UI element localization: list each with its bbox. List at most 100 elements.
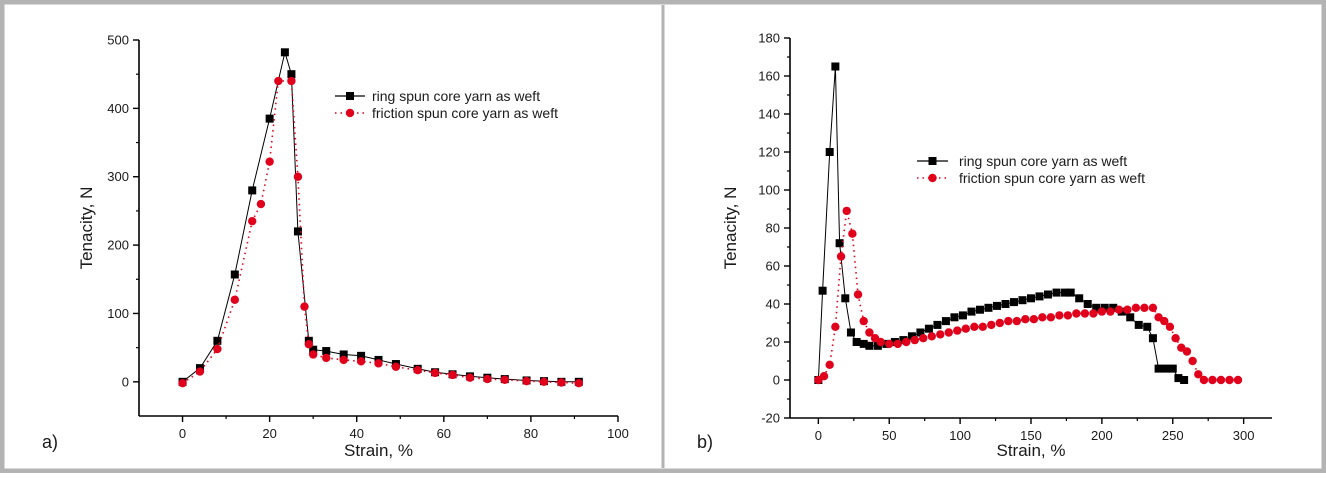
panel-label: b) — [697, 432, 713, 452]
data-point — [448, 370, 457, 380]
data-point — [1021, 315, 1030, 324]
data-point — [430, 368, 440, 378]
data-point — [819, 372, 829, 381]
data-point — [1143, 322, 1152, 331]
y-tick-label: 140 — [758, 107, 780, 122]
y-tick-label: 160 — [758, 69, 780, 84]
data-point — [500, 375, 509, 384]
data-point — [1182, 347, 1192, 356]
data-point — [1188, 356, 1197, 366]
x-tick-label: 0 — [815, 428, 822, 443]
data-point — [1083, 300, 1092, 308]
data-point — [1052, 288, 1061, 297]
data-point — [1123, 305, 1132, 314]
data-point — [280, 48, 289, 57]
y-tick-label: 60 — [766, 259, 780, 274]
data-point — [1208, 375, 1217, 385]
y-tick-label: 20 — [766, 335, 780, 350]
panel-b: 0 50 100 150 200 250 300 -20 0 20 40 60 80 100 120 140 1… — [697, 31, 1272, 460]
y-tick-label: 200 — [107, 238, 129, 253]
data-point — [413, 365, 422, 375]
data-point — [256, 199, 266, 209]
data-point — [248, 186, 257, 195]
y-tick-label: 180 — [758, 31, 780, 46]
data-point — [304, 340, 314, 349]
data-point — [842, 206, 851, 216]
data-point — [848, 229, 857, 238]
data-point — [916, 328, 925, 337]
y-tick-label: 40 — [766, 297, 780, 312]
data-point — [1100, 303, 1109, 312]
data-point — [852, 338, 861, 346]
data-point — [1171, 334, 1180, 343]
y-tick-label: 0 — [122, 374, 129, 389]
y-tick-label: 100 — [758, 183, 780, 198]
data-point — [1009, 298, 1018, 307]
data-point — [1225, 375, 1234, 385]
data-point — [836, 252, 846, 261]
data-point — [907, 332, 916, 341]
data-point — [287, 76, 296, 86]
data-point — [1148, 334, 1157, 343]
data-point — [1066, 288, 1075, 297]
data-point — [1194, 370, 1203, 379]
data-point — [391, 362, 401, 371]
data-point — [825, 148, 834, 156]
data-point — [1038, 313, 1047, 322]
data-point — [322, 353, 331, 363]
data-point — [944, 328, 953, 337]
data-point — [1061, 288, 1070, 297]
data-point — [1148, 303, 1158, 312]
data-point — [522, 376, 531, 386]
data-point — [1154, 364, 1163, 373]
data-point — [1165, 322, 1175, 331]
data-point — [293, 227, 302, 236]
data-point — [853, 290, 863, 299]
data-point — [818, 286, 827, 295]
data-point — [936, 330, 945, 339]
data-point — [1063, 311, 1073, 320]
data-point — [995, 318, 1005, 328]
data-point — [958, 311, 967, 320]
data-point — [865, 328, 874, 337]
data-point — [339, 350, 348, 359]
data-point — [1055, 311, 1064, 320]
data-point — [557, 378, 566, 387]
data-point — [248, 216, 257, 226]
data-point — [308, 350, 318, 359]
data-point — [825, 360, 834, 369]
legend-label: ring spun core yarn as weft — [372, 88, 540, 104]
y-tick-label: 300 — [107, 169, 129, 184]
data-point — [1012, 316, 1022, 326]
data-point — [357, 351, 366, 360]
legend-label: friction spun core yarn as weft — [372, 105, 558, 121]
data-point — [984, 303, 993, 312]
data-point — [953, 326, 962, 335]
data-point — [876, 337, 885, 347]
data-point — [1001, 300, 1010, 308]
data-point — [178, 378, 187, 388]
data-point — [927, 332, 936, 341]
data-point — [1180, 376, 1189, 384]
data-point — [831, 62, 840, 71]
data-point — [265, 157, 274, 166]
data-point — [961, 324, 970, 333]
data-point — [1114, 305, 1124, 314]
x-tick-label: 20 — [262, 426, 276, 441]
data-point — [539, 377, 549, 387]
series-friction-spun — [178, 76, 584, 388]
data-point — [1160, 316, 1169, 326]
data-point — [1089, 309, 1098, 318]
data-point — [293, 172, 303, 181]
data-point — [1004, 316, 1013, 326]
x-tick-label: 100 — [607, 426, 629, 441]
x-tick-label: 250 — [1162, 428, 1184, 443]
panel-label: a) — [42, 432, 58, 452]
data-point — [1174, 374, 1183, 383]
data-point — [865, 341, 874, 350]
data-point — [1092, 303, 1101, 312]
series-line — [182, 80, 579, 384]
data-point — [274, 76, 283, 86]
data-point — [1106, 307, 1115, 316]
